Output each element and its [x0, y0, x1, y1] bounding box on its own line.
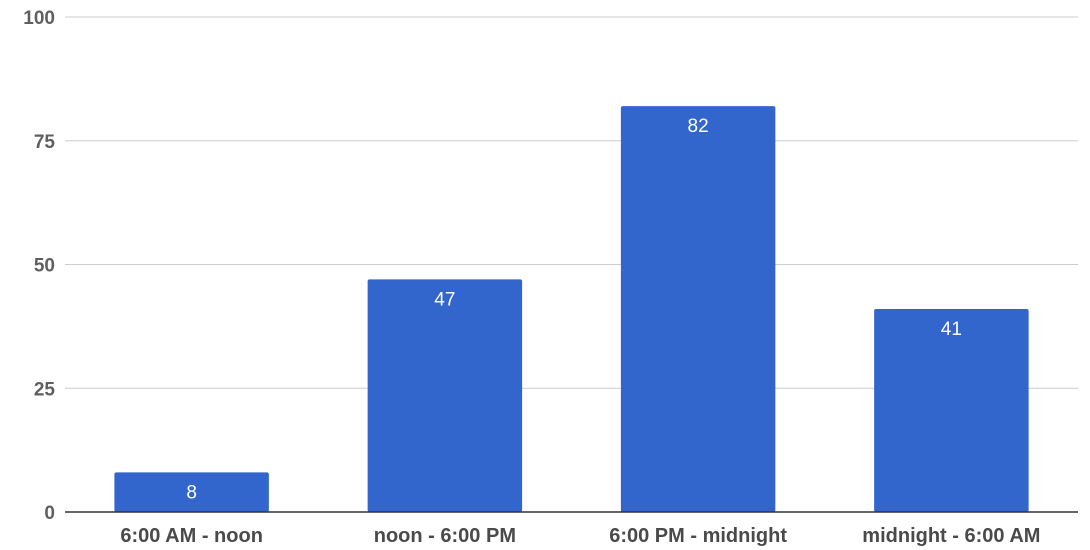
y-tick-label: 50 [34, 256, 55, 277]
bar-value-label: 82 [688, 116, 709, 137]
bar [367, 279, 523, 512]
y-tick-label: 75 [34, 132, 56, 153]
bar-value-label: 41 [941, 319, 962, 340]
y-tick-label: 0 [44, 503, 55, 524]
bar-value-label: 47 [434, 289, 455, 310]
bar [874, 309, 1029, 512]
bar [620, 106, 776, 512]
x-category-label: 6:00 PM - midnight [609, 525, 787, 547]
x-category-label: noon - 6:00 PM [374, 525, 516, 547]
y-tick-label: 100 [23, 8, 55, 29]
x-category-label: 6:00 AM - noon [120, 525, 263, 547]
bar-value-label: 8 [186, 482, 197, 503]
bar [114, 472, 269, 512]
y-tick-label: 25 [34, 379, 56, 400]
x-category-label: midnight - 6:00 AM [862, 525, 1040, 547]
